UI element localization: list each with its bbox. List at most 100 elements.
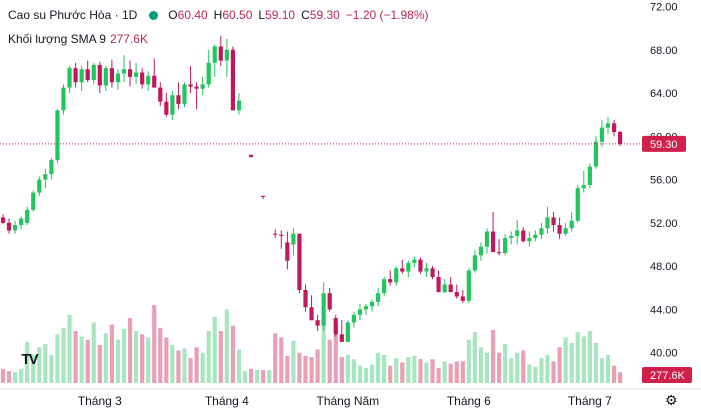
candle: [406, 260, 411, 277]
candle: [31, 190, 36, 213]
volume-bar: [357, 365, 363, 383]
volume-bar: [200, 352, 205, 383]
volume-bar: [146, 337, 151, 383]
candle: [557, 217, 562, 240]
last-price-tag: [642, 135, 686, 152]
volume-bar: [472, 332, 477, 383]
candle: [539, 222, 544, 240]
volume-bar: [55, 334, 60, 383]
candle: [13, 220, 18, 234]
volume-bar: [19, 368, 24, 383]
price-tick-label: 40.00: [650, 348, 678, 360]
candle: [424, 262, 429, 277]
last-price-tag-label: 59.30: [650, 139, 678, 151]
volume-bar: [291, 340, 296, 383]
volume-bar: [303, 355, 308, 383]
volume-bar: [460, 361, 465, 383]
volume-bar: [442, 361, 447, 383]
volume-bar: [127, 318, 133, 383]
volume-bar: [309, 357, 314, 383]
candle: [158, 82, 163, 107]
price-tick-label: 68.00: [650, 45, 678, 57]
candle: [297, 233, 302, 294]
candle: [581, 170, 586, 193]
volume-bar: [327, 339, 332, 383]
candle: [140, 68, 145, 89]
volume-bar: [611, 365, 617, 383]
volume-bar: [509, 358, 514, 383]
volume-bar: [79, 336, 84, 383]
volume-bar: [394, 358, 399, 383]
volume-bar: [182, 348, 187, 383]
time-tick-label: Tháng 6: [447, 394, 491, 408]
tradingview-logo-icon[interactable]: TV: [21, 350, 38, 368]
volume-bar: [176, 350, 181, 383]
price-tick-label: 52.00: [650, 218, 678, 230]
volume-bar: [521, 350, 526, 383]
candle: [146, 71, 151, 91]
candle: [97, 61, 102, 94]
candle: [563, 222, 568, 236]
volume-bar: [490, 329, 496, 383]
candle: [279, 230, 284, 249]
volume-bar: [599, 358, 605, 383]
volume-bar: [25, 341, 30, 383]
volume-bar: [170, 345, 175, 383]
volume-bar: [551, 361, 556, 383]
candle: [109, 59, 114, 88]
candle: [478, 242, 484, 261]
volume-tag: [642, 367, 692, 383]
candle: [611, 120, 617, 137]
volume-bar: [315, 349, 320, 383]
candle: [49, 157, 54, 180]
volume-bar: [533, 366, 538, 383]
volume-bar: [140, 334, 145, 383]
low-label: L: [258, 8, 266, 22]
volume-indicator-label[interactable]: Khối lượng SMA 9: [8, 32, 106, 46]
candle: [303, 284, 308, 312]
volume-bar: [412, 355, 417, 383]
candle: [351, 311, 356, 328]
volume-bar: [575, 332, 580, 383]
close-label: C: [301, 8, 310, 22]
high-label: H: [213, 8, 223, 22]
candle: [412, 256, 417, 268]
candle: [430, 266, 435, 280]
volume-bar: [605, 354, 611, 383]
symbol-title[interactable]: Cao su Phước Hòa · 1D: [8, 8, 138, 22]
candle: [134, 62, 139, 85]
candle: [79, 65, 84, 91]
volume-bar: [545, 354, 550, 383]
candle: [170, 90, 175, 121]
price-tick-label: 72.00: [650, 1, 678, 13]
volume-bar: [376, 352, 381, 383]
candle: [236, 93, 242, 115]
time-tick-label: Tháng Năm: [316, 394, 379, 408]
candle: [497, 239, 502, 256]
volume-bar: [581, 336, 586, 383]
settings-gear-icon[interactable]: ⚙: [665, 392, 678, 408]
volume-bar: [279, 337, 284, 383]
price-axis: 72.0068.0064.0060.0056.0052.0048.0044.00…: [642, 1, 692, 383]
candle: [400, 259, 405, 274]
high-value: 60.50: [222, 8, 253, 22]
candle: [248, 154, 254, 158]
volume-bar: [206, 331, 211, 383]
volume-bar: [73, 331, 78, 383]
candle: [369, 299, 375, 312]
volume-bar: [539, 358, 544, 383]
volume-bar: [109, 324, 114, 383]
volume-bar: [31, 354, 36, 383]
volume-bar: [424, 362, 429, 383]
candle: [587, 163, 592, 189]
volume-bar: [152, 305, 157, 383]
candle: [521, 227, 526, 243]
candle: [490, 212, 496, 253]
candle: [127, 60, 133, 87]
volume-bar: [224, 309, 229, 383]
volume-bar: [321, 325, 326, 383]
candle: [593, 136, 598, 169]
candle: [103, 65, 108, 91]
candle: [273, 229, 278, 239]
